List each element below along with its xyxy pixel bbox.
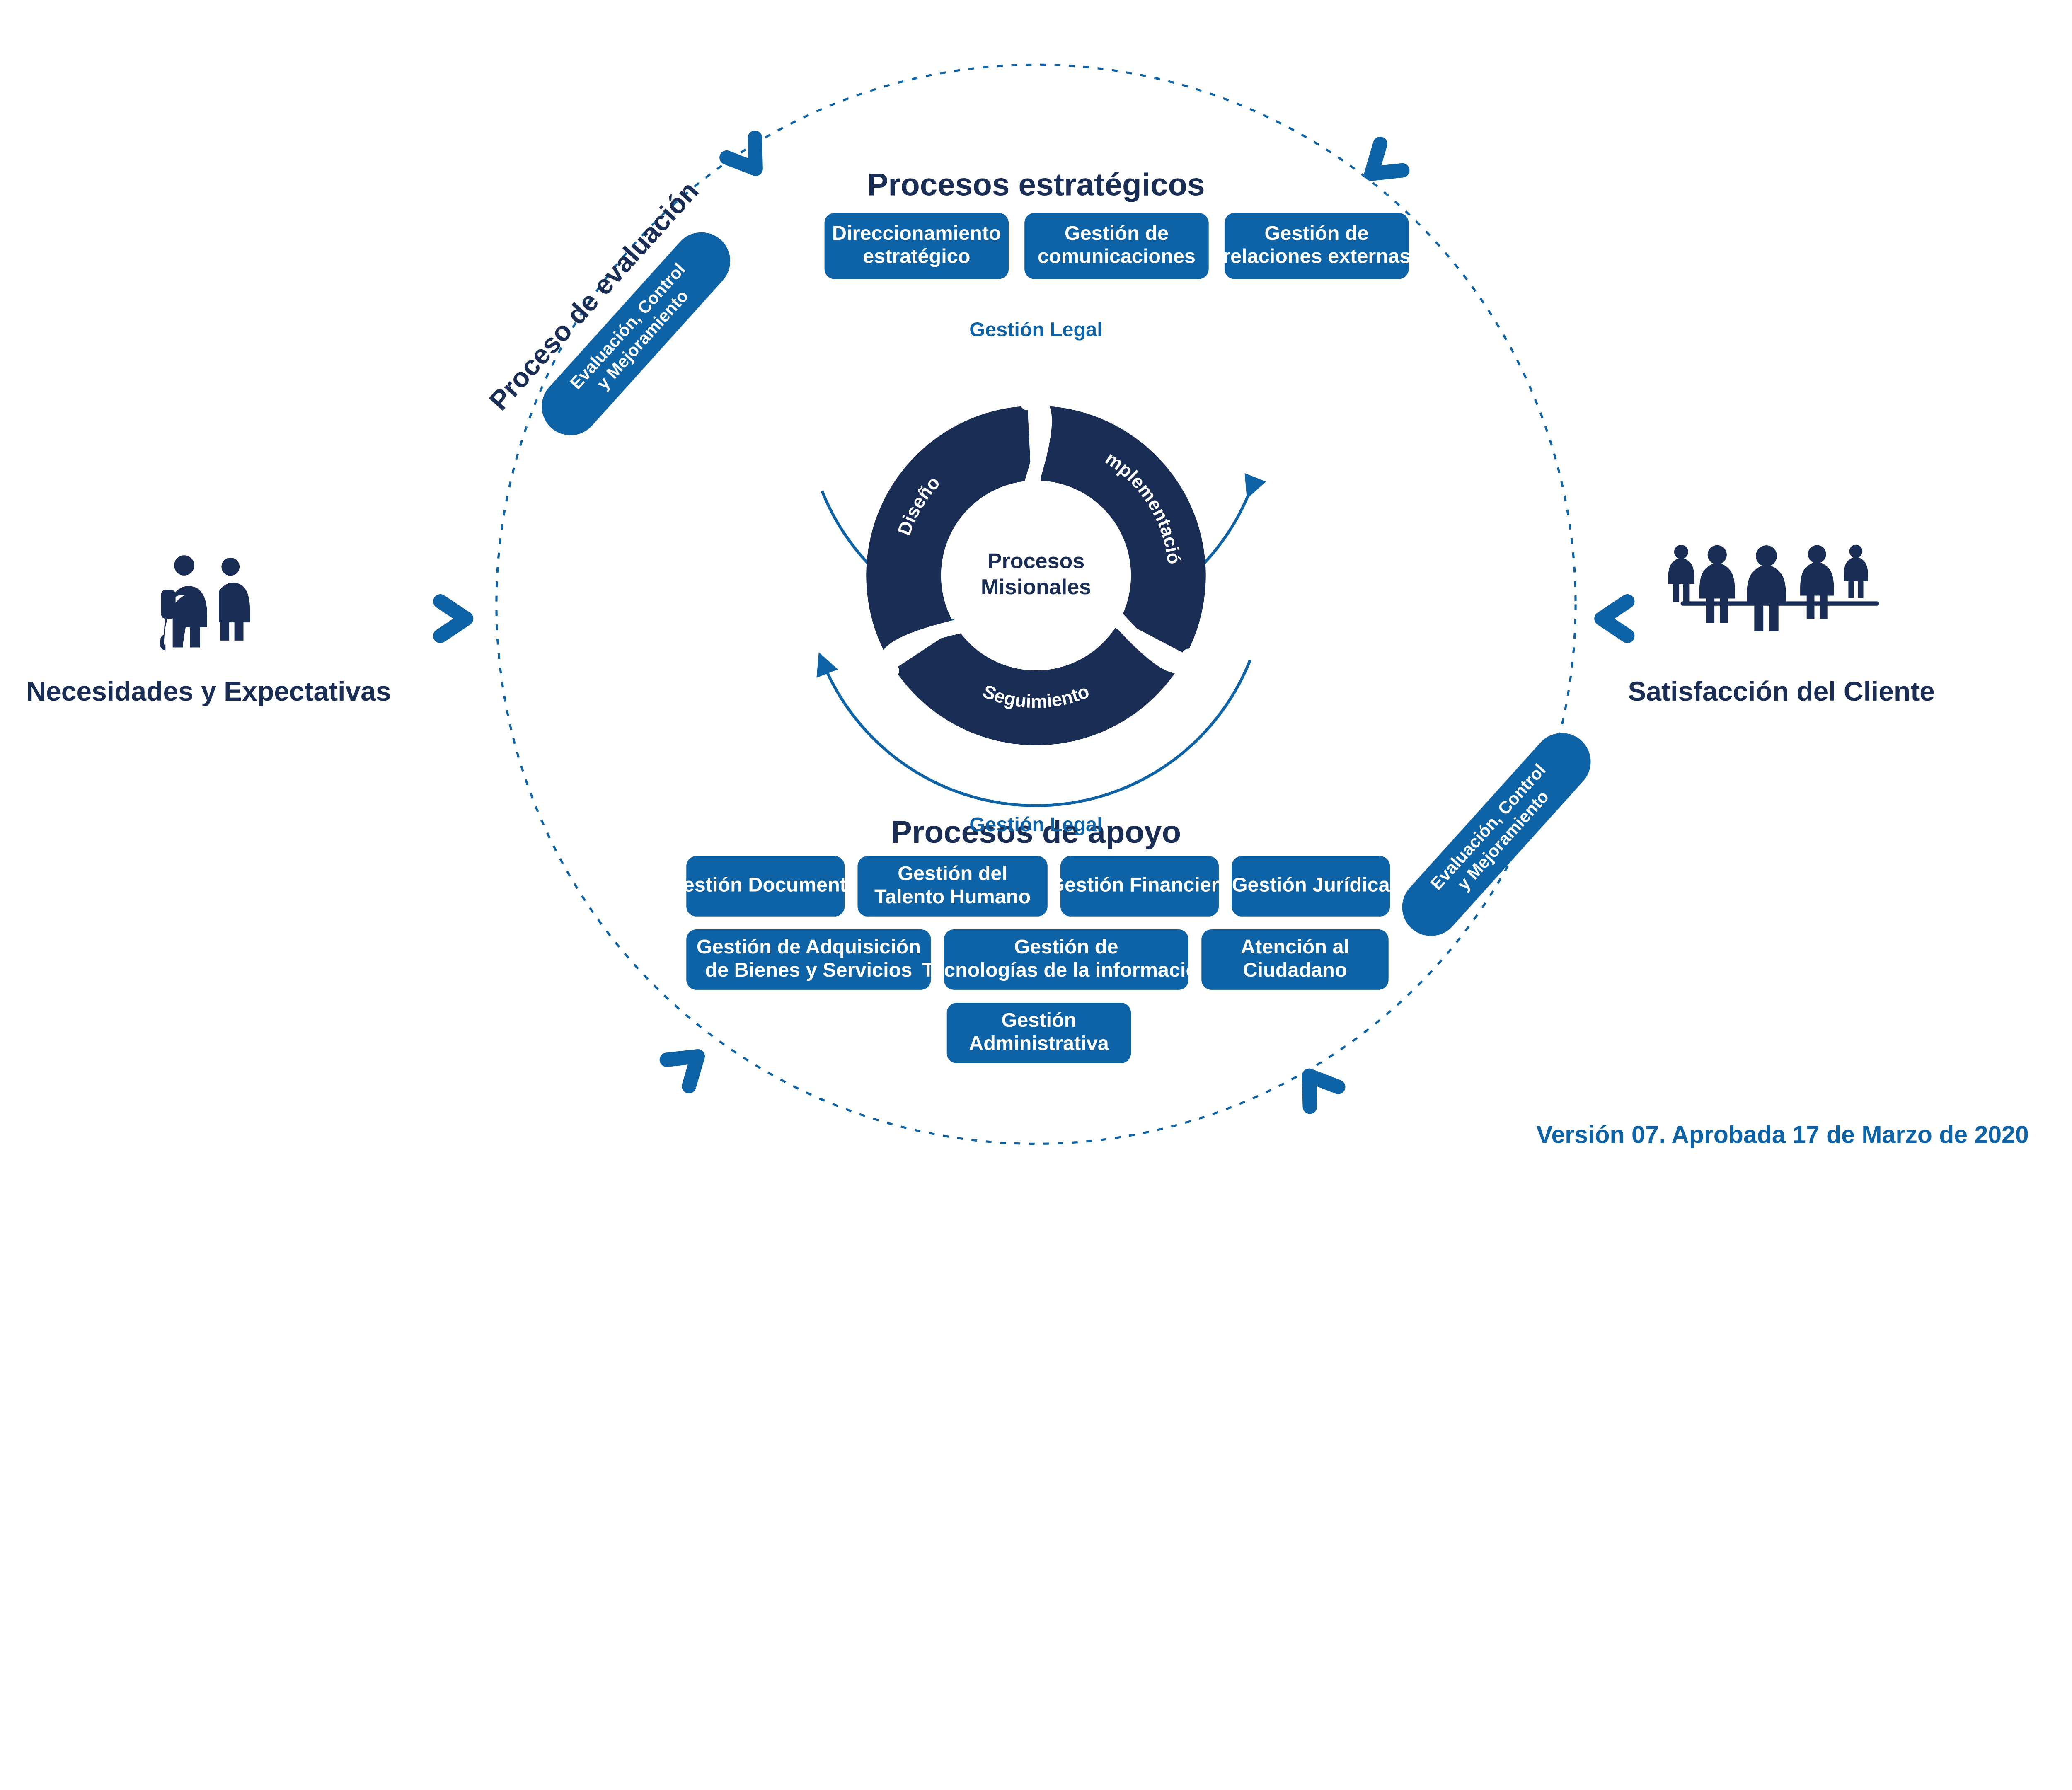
satisfaction-label: Satisfacción del Cliente <box>1628 676 1935 706</box>
svg-text:Gestión delTalento Humano: Gestión delTalento Humano <box>874 862 1031 908</box>
process-box: Direccionamientoestratégico <box>825 213 1009 279</box>
svg-text:Gestión Documental: Gestión Documental <box>668 874 864 896</box>
process-box: Gestión Jurídica <box>1232 856 1390 917</box>
svg-text:Gestión de Adquisiciónde Biene: Gestión de Adquisiciónde Bienes y Servic… <box>697 936 921 981</box>
legal-label-bottom: Gestión Legal <box>969 813 1102 836</box>
process-box: Gestión derelaciones externas <box>1222 213 1411 279</box>
version-label: Versión 07. Aprobada 17 de Marzo de 2020 <box>1536 1121 2028 1149</box>
svg-text:Atención alCiudadano: Atención alCiudadano <box>1241 936 1349 981</box>
process-box: Gestión de Adquisiciónde Bienes y Servic… <box>686 929 931 990</box>
strategic-title: Procesos estratégicos <box>867 167 1205 203</box>
process-box: Gestión delTalento Humano <box>857 856 1047 917</box>
svg-text:Gestión Jurídica: Gestión Jurídica <box>1232 874 1390 896</box>
needs-label: Necesidades y Expectativas <box>26 676 391 706</box>
process-box: Gestión Documental <box>668 856 864 917</box>
process-box: Gestión Financiera <box>1049 856 1231 917</box>
process-box: Atención alCiudadano <box>1201 929 1388 990</box>
process-box: Gestión deTecnologías de la información <box>922 929 1210 990</box>
legal-label-top: Gestión Legal <box>969 318 1102 341</box>
svg-text:Gestión Financiera: Gestión Financiera <box>1049 874 1231 896</box>
process-box: Gestión decomunicaciones <box>1024 213 1208 279</box>
process-box: GestiónAdministrativa <box>947 1003 1131 1063</box>
